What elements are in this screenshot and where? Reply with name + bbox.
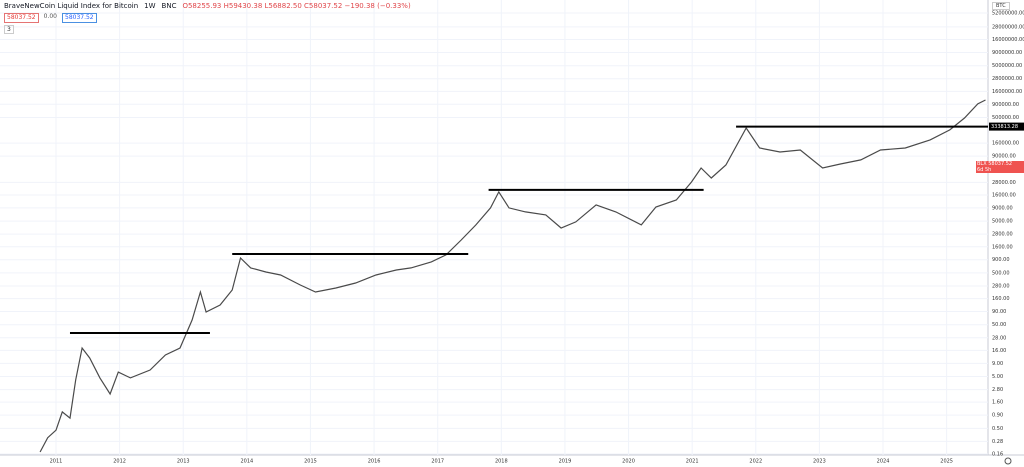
y-tick-label: 90.00	[992, 309, 1006, 315]
sell-price[interactable]: 58037.52	[4, 13, 39, 23]
symbol-title: BraveNewCoin Liquid Index for Bitcoin	[4, 2, 139, 10]
last-price: 58037.52	[988, 161, 1013, 167]
y-tick-label: 280.00	[992, 283, 1010, 289]
y-tick-label: 500000.00	[992, 115, 1019, 121]
y-tick-label: 0.90	[992, 413, 1003, 419]
y-tick-label: 900000.00	[992, 102, 1019, 108]
y-tick-label: 5000.00	[992, 219, 1013, 225]
x-tick-label: 2022	[749, 459, 762, 465]
y-tick-label: 500.00	[992, 270, 1010, 276]
x-tick-label: 2023	[813, 459, 826, 465]
y-tick-label: 1600.00	[992, 244, 1013, 250]
y-tick-label: 160.00	[992, 296, 1010, 302]
currency: BTC	[992, 2, 1010, 10]
legend-header: BraveNewCoin Liquid Index for Bitcoin 1W B…	[4, 2, 417, 10]
x-tick-label: 2012	[113, 459, 126, 465]
y-tick-label: 52000000.00	[992, 11, 1024, 17]
y-tick-label: 90000.00	[992, 154, 1016, 160]
y-tick-label: 2.80	[992, 387, 1003, 393]
x-tick-label: 2015	[304, 459, 317, 465]
spread: 0.00	[43, 13, 57, 20]
settings-icon[interactable]	[1004, 457, 1012, 465]
last-symbol: BLX	[977, 161, 987, 167]
x-tick-label: 2021	[686, 459, 699, 465]
interval[interactable]: 1W	[144, 2, 156, 10]
last-price-label: BLX 58037.52 6d 5h	[976, 161, 1024, 173]
x-tick-label: 2014	[240, 459, 253, 465]
indicator-toggle[interactable]: 3	[4, 25, 14, 34]
y-tick-label: 2800000.00	[992, 76, 1022, 82]
buy-price[interactable]: 58037.52	[62, 13, 97, 23]
ohlc-values: O58255.93 H59430.38 L56882.50 C58037.52 …	[182, 2, 411, 10]
x-tick-label: 2013	[177, 459, 190, 465]
countdown: 6d 5h	[977, 167, 992, 173]
x-tick-label: 2019	[559, 459, 572, 465]
y-tick-label: 1.60	[992, 400, 1003, 406]
y-tick-label: 28000000.00	[992, 24, 1024, 30]
y-tick-label: 900.00	[992, 257, 1010, 263]
y-tick-label: 160000.00	[992, 141, 1019, 147]
level-label-bg	[989, 122, 1024, 131]
y-tick-label: 28000.00	[992, 180, 1016, 186]
x-tick-label: 2024	[877, 459, 890, 465]
x-tick-label: 2017	[431, 459, 444, 465]
y-tick-label: 16.00	[992, 348, 1006, 354]
y-tick-label: 5000000.00	[992, 63, 1022, 69]
y-tick-label: 16000.00	[992, 192, 1016, 198]
y-tick-label: 50.00	[992, 322, 1006, 328]
level-label: 333813.28	[991, 124, 1018, 130]
y-tick-label: 1600000.00	[992, 89, 1022, 95]
y-tick-label: 2800.00	[992, 232, 1013, 238]
y-tick-label: 9.00	[992, 361, 1003, 367]
x-tick-label: 2025	[940, 459, 953, 465]
y-tick-label: 9000.00	[992, 205, 1013, 211]
y-tick-label: 9000000.00	[992, 50, 1022, 56]
x-tick-label: 2011	[50, 459, 63, 465]
y-tick-label: 0.16	[992, 451, 1003, 457]
x-tick-label: 2018	[495, 459, 508, 465]
y-tick-label: 16000000.00	[992, 37, 1024, 43]
y-tick-label: 28.00	[992, 335, 1006, 341]
x-tick-label: 2020	[622, 459, 635, 465]
x-tick-label: 2016	[368, 459, 381, 465]
y-tick-label: 0.50	[992, 426, 1003, 432]
y-tick-label: 5.00	[992, 374, 1003, 380]
exchange: BNC	[161, 2, 177, 10]
y-tick-label: 0.28	[992, 439, 1003, 445]
order-boxes: 58037.52 0.00 58037.52	[4, 13, 97, 23]
